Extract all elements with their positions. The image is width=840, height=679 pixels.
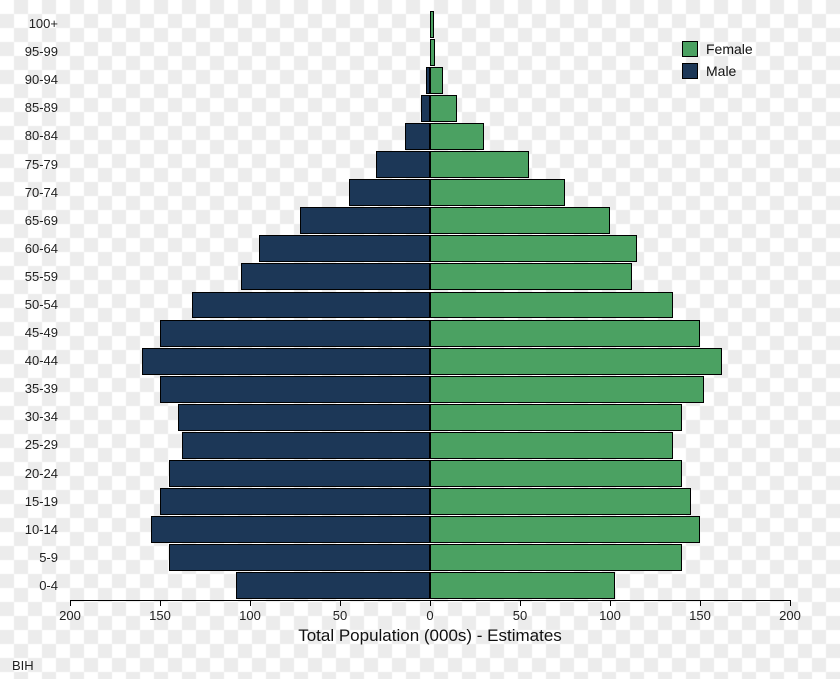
x-tick-mark — [340, 600, 341, 606]
bar-female — [430, 151, 529, 178]
bar-male — [349, 179, 430, 206]
y-category-label: 55-59 — [0, 269, 58, 284]
y-category-label: 15-19 — [0, 494, 58, 509]
bar-male — [160, 320, 430, 347]
y-category-label: 35-39 — [0, 381, 58, 396]
bar-female — [430, 516, 700, 543]
bar-female — [430, 572, 615, 599]
y-category-label: 30-34 — [0, 409, 58, 424]
x-tick-mark — [430, 600, 431, 606]
bar-male — [178, 404, 430, 431]
legend-item: Male — [682, 60, 753, 82]
bar-female — [430, 292, 673, 319]
bar-female — [430, 432, 673, 459]
bar-male — [151, 516, 430, 543]
bar-female — [430, 460, 682, 487]
x-tick-mark — [70, 600, 71, 606]
bar-female — [430, 39, 435, 66]
y-category-label: 60-64 — [0, 241, 58, 256]
bar-female — [430, 235, 637, 262]
bar-female — [430, 376, 704, 403]
bar-male — [241, 263, 430, 290]
y-category-label: 5-9 — [0, 550, 58, 565]
legend: Female Male — [682, 38, 753, 82]
bar-female — [430, 488, 691, 515]
bar-male — [259, 235, 430, 262]
bar-male — [192, 292, 430, 319]
legend-label: Female — [706, 41, 753, 57]
bar-male — [182, 432, 430, 459]
legend-label: Male — [706, 63, 736, 79]
x-tick-mark — [160, 600, 161, 606]
x-tick-label: 100 — [239, 608, 261, 623]
y-category-label: 75-79 — [0, 157, 58, 172]
x-tick-label: 150 — [149, 608, 171, 623]
plot-area — [70, 10, 810, 600]
x-tick-mark — [250, 600, 251, 606]
x-tick-label: 200 — [779, 608, 801, 623]
bar-female — [430, 348, 722, 375]
bar-female — [430, 207, 610, 234]
y-category-label: 50-54 — [0, 297, 58, 312]
population-pyramid-chart: Female Male Total Population (000s) - Est… — [0, 0, 840, 679]
bar-male — [169, 544, 430, 571]
bar-male — [169, 460, 430, 487]
bar-female — [430, 320, 700, 347]
bar-male — [405, 123, 430, 150]
bar-female — [430, 11, 434, 38]
bar-male — [376, 151, 430, 178]
y-category-label: 10-14 — [0, 522, 58, 537]
x-tick-label: 50 — [513, 608, 527, 623]
y-category-label: 85-89 — [0, 100, 58, 115]
legend-swatch — [682, 63, 698, 79]
legend-swatch — [682, 41, 698, 57]
y-category-label: 40-44 — [0, 353, 58, 368]
x-axis-title: Total Population (000s) - Estimates — [70, 626, 790, 646]
y-category-label: 25-29 — [0, 437, 58, 452]
bar-female — [430, 263, 632, 290]
x-tick-mark — [610, 600, 611, 606]
bar-female — [430, 67, 443, 94]
bar-female — [430, 544, 682, 571]
bar-male — [160, 488, 430, 515]
y-category-label: 45-49 — [0, 325, 58, 340]
x-tick-label: 100 — [599, 608, 621, 623]
x-tick-label: 0 — [426, 608, 433, 623]
x-tick-mark — [700, 600, 701, 606]
y-category-label: 20-24 — [0, 466, 58, 481]
y-category-label: 70-74 — [0, 185, 58, 200]
bar-female — [430, 95, 457, 122]
y-category-label: 95-99 — [0, 44, 58, 59]
y-category-label: 80-84 — [0, 128, 58, 143]
bar-male — [236, 572, 430, 599]
bar-male — [160, 376, 430, 403]
bar-female — [430, 179, 565, 206]
x-tick-label: 150 — [689, 608, 711, 623]
y-category-label: 65-69 — [0, 213, 58, 228]
bar-male — [300, 207, 430, 234]
y-category-label: 100+ — [0, 16, 58, 31]
x-tick-label: 50 — [333, 608, 347, 623]
x-tick-mark — [520, 600, 521, 606]
bar-male — [142, 348, 430, 375]
bar-male — [421, 95, 430, 122]
bar-female — [430, 123, 484, 150]
bar-female — [430, 404, 682, 431]
y-category-label: 0-4 — [0, 578, 58, 593]
footer-country-code: BIH — [12, 658, 34, 673]
x-tick-mark — [790, 600, 791, 606]
legend-item: Female — [682, 38, 753, 60]
x-tick-label: 200 — [59, 608, 81, 623]
y-category-label: 90-94 — [0, 72, 58, 87]
